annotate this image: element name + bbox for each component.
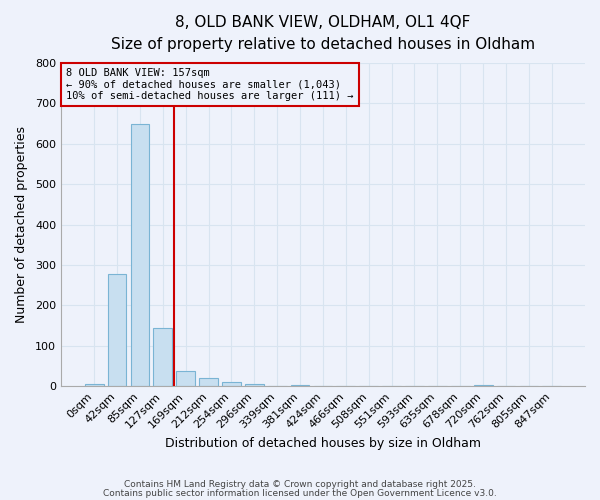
Bar: [154, 328, 172, 386]
Bar: [85, 384, 104, 386]
Text: Contains public sector information licensed under the Open Government Licence v3: Contains public sector information licen…: [103, 488, 497, 498]
Title: 8, OLD BANK VIEW, OLDHAM, OL1 4QF
Size of property relative to detached houses i: 8, OLD BANK VIEW, OLDHAM, OL1 4QF Size o…: [111, 15, 535, 52]
Text: 8 OLD BANK VIEW: 157sqm
← 90% of detached houses are smaller (1,043)
10% of semi: 8 OLD BANK VIEW: 157sqm ← 90% of detache…: [66, 68, 353, 101]
Y-axis label: Number of detached properties: Number of detached properties: [15, 126, 28, 323]
Bar: [222, 382, 241, 386]
Bar: [291, 385, 310, 386]
X-axis label: Distribution of detached houses by size in Oldham: Distribution of detached houses by size …: [165, 437, 481, 450]
Bar: [131, 124, 149, 386]
Bar: [245, 384, 263, 386]
Bar: [176, 372, 195, 386]
Bar: [199, 378, 218, 386]
Bar: [107, 274, 127, 386]
Text: Contains HM Land Registry data © Crown copyright and database right 2025.: Contains HM Land Registry data © Crown c…: [124, 480, 476, 489]
